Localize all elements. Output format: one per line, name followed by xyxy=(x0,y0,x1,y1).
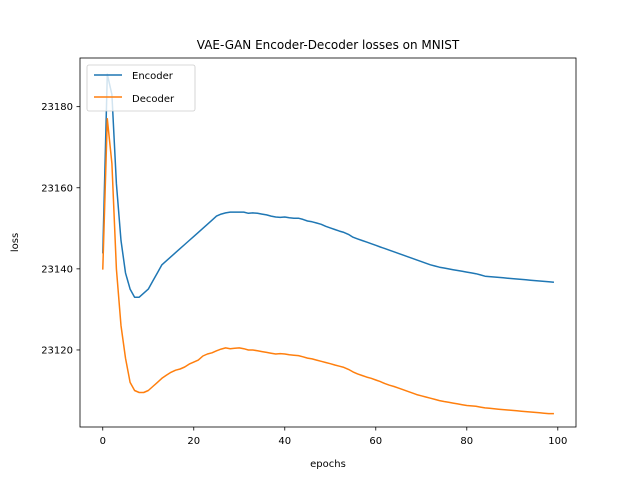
y-tick-label: 23140 xyxy=(41,264,73,275)
chart-title: VAE-GAN Encoder-Decoder losses on MNIST xyxy=(197,38,460,52)
x-tick-label: 80 xyxy=(460,436,473,447)
y-axis-label: loss xyxy=(10,233,21,252)
series-line-decoder xyxy=(102,118,554,415)
series-line-encoder xyxy=(102,73,555,298)
y-tick-label: 23180 xyxy=(41,102,73,113)
x-axis-label: epochs xyxy=(310,459,346,470)
x-tick-label: 100 xyxy=(548,436,567,447)
x-tick-label: 20 xyxy=(187,436,200,447)
legend-box xyxy=(86,64,196,112)
plot-area xyxy=(79,57,577,428)
x-tick-label: 40 xyxy=(278,436,291,447)
x-tick-label: 60 xyxy=(369,436,382,447)
legend: Encoder Decoder xyxy=(86,64,196,112)
series-layer xyxy=(102,73,555,415)
y-axis: 23120 23140 23160 23180 xyxy=(41,102,80,356)
plot-frame xyxy=(79,57,577,428)
x-axis: 0 20 40 60 80 100 xyxy=(100,427,567,447)
legend-label-decoder: Decoder xyxy=(132,94,175,105)
y-tick-label: 23120 xyxy=(41,345,73,356)
y-tick-label: 23160 xyxy=(41,183,73,194)
legend-label-encoder: Encoder xyxy=(132,71,174,82)
x-tick-label: 0 xyxy=(100,436,106,447)
